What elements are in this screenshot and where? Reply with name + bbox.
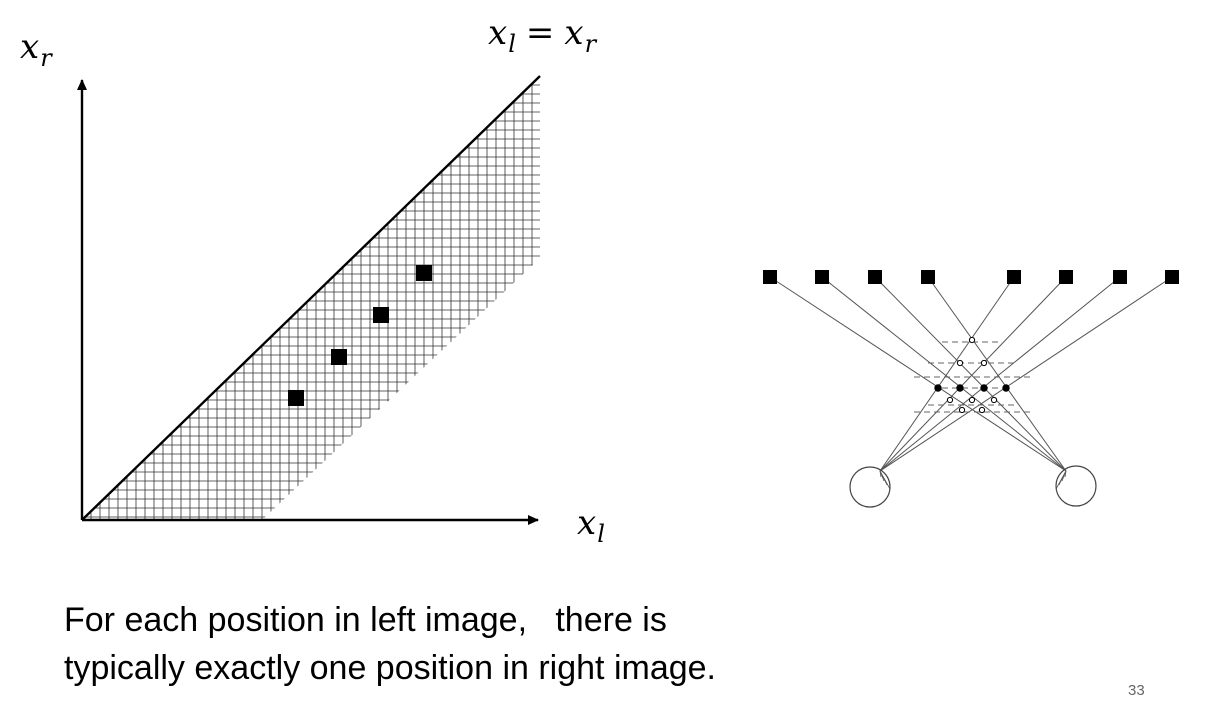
feature-square [1165,270,1179,284]
disparity-plot [77,75,541,525]
match-node [956,359,964,367]
match-node [1002,384,1010,392]
left-eye [849,466,891,508]
match-node [968,336,976,344]
x-axis-label: xl [577,503,605,548]
match-square [373,307,389,323]
match-square [288,390,304,406]
match-node [956,384,964,392]
caption-line-2: typically exactly one position in right … [64,649,716,687]
right-eye [1055,465,1097,507]
feature-square [1059,270,1073,284]
match-square [416,265,432,281]
match-node [946,396,954,404]
slide-number: 33 [1128,682,1145,699]
feature-square [868,270,882,284]
feature-square [763,270,777,284]
y-axis-label: xr [20,27,52,72]
match-node [980,359,988,367]
feature-squares [763,270,1179,284]
match-square [331,349,347,365]
match-node [934,384,942,392]
match-node [990,396,998,404]
caption: For each position in left image, there i… [64,596,716,692]
stereo-network-diagram [763,270,1179,508]
feature-square [921,270,935,284]
match-node [978,406,986,414]
feature-square [1007,270,1021,284]
diagonal-line [81,75,541,521]
caption-line-1: For each position in left image, there i… [64,601,667,639]
line-of-sight-rays [769,276,1173,490]
diagonal-label: xl = xr [488,13,597,58]
feature-square [815,270,829,284]
match-node [968,396,976,404]
match-node [958,406,966,414]
match-node [980,384,988,392]
feature-square [1113,270,1127,284]
match-nodes [934,336,1010,414]
